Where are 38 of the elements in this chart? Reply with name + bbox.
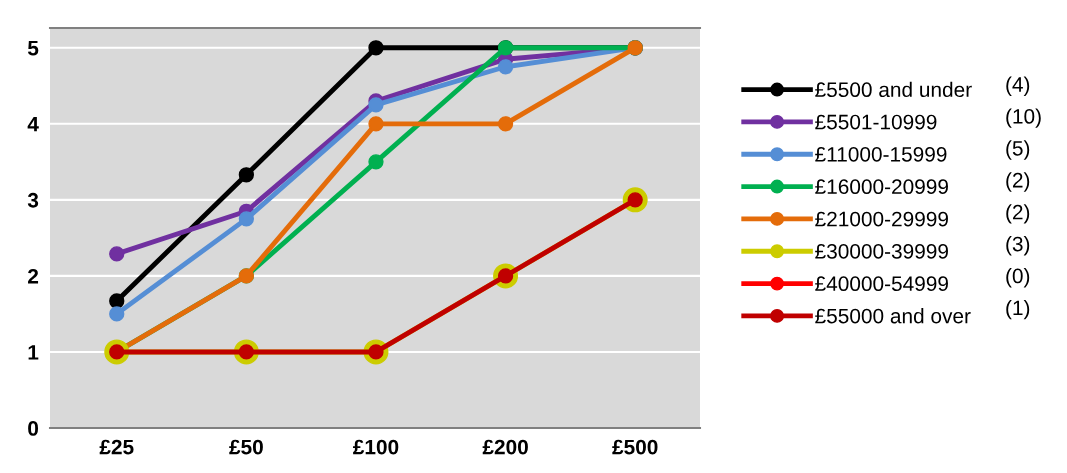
- legend-label: £21000-29999: [815, 211, 948, 227]
- y-tick-label: 1: [28, 345, 39, 360]
- legend-label: £5500 and under: [815, 81, 972, 98]
- y-tick-label: 3: [27, 192, 39, 208]
- legend-label: £30000-39999: [815, 243, 948, 259]
- text: (1): [1006, 299, 1030, 320]
- legend-label: £55000 and over: [815, 308, 971, 324]
- point: [238, 167, 255, 183]
- legend-label: £11000-15999: [815, 146, 947, 162]
- point: [368, 116, 384, 132]
- legend-label: £40000-54999: [815, 276, 948, 292]
- point: [368, 154, 384, 170]
- point: [368, 97, 384, 113]
- point: [109, 246, 125, 262]
- text: (10): [1006, 108, 1041, 128]
- point: [497, 116, 514, 132]
- x-tick-label: £50: [229, 439, 263, 455]
- point: [368, 40, 384, 56]
- point: [497, 59, 514, 75]
- y-tick-label: 0: [28, 421, 39, 436]
- legend-label: £16000-20999: [815, 179, 948, 195]
- x-tick-label: £100: [353, 439, 399, 455]
- y-tick-label: 2: [28, 268, 39, 284]
- text: (2): [1006, 172, 1030, 192]
- y-tick-label: 5: [27, 40, 39, 56]
- x-tick-label: £200: [482, 439, 528, 455]
- text: (3): [1006, 236, 1030, 256]
- point: [238, 211, 255, 227]
- y-tick-label: 4: [27, 117, 39, 132]
- x-tick-label: £500: [612, 439, 658, 455]
- text: (4): [1006, 76, 1030, 96]
- point: [109, 306, 125, 322]
- text: (2): [1006, 204, 1030, 224]
- text: (0): [1006, 268, 1030, 288]
- point: [109, 293, 125, 309]
- text: (5): [1006, 140, 1030, 160]
- legend-label: £5501-10999: [815, 114, 937, 130]
- x-tick-label: £25: [99, 439, 134, 455]
